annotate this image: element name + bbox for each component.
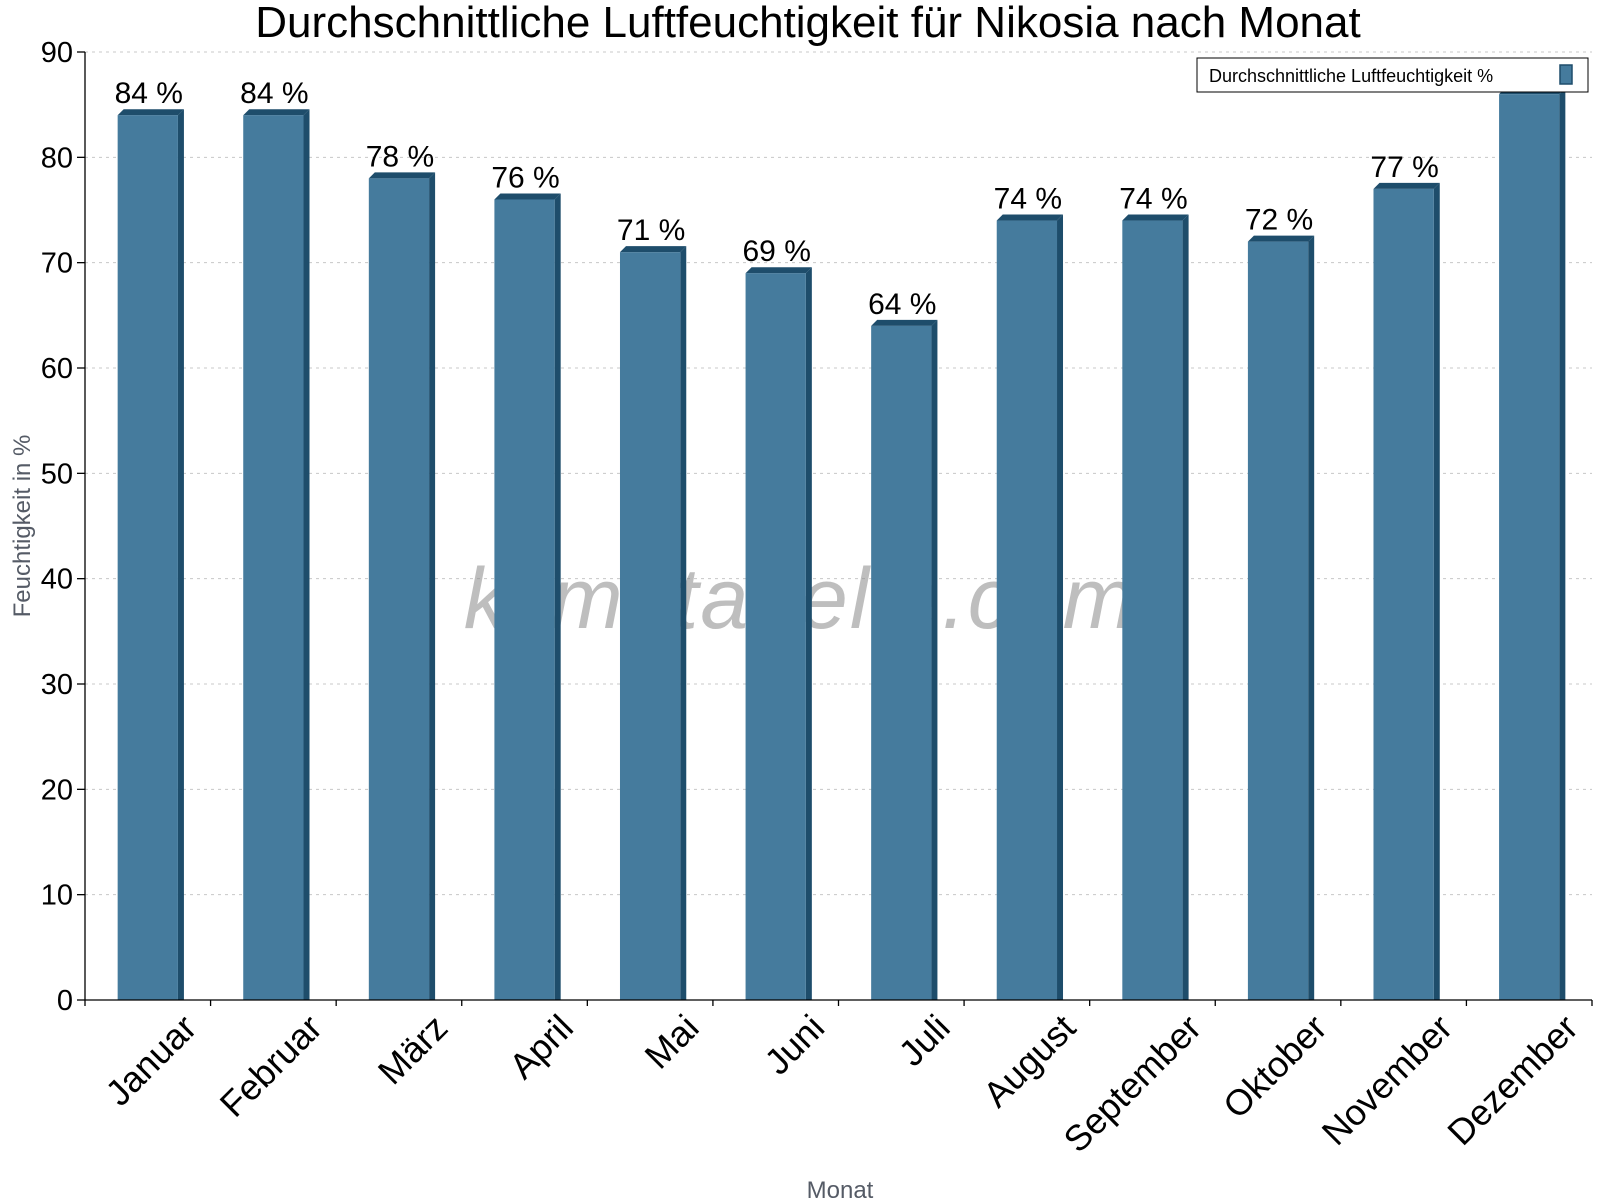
y-tick-label: 60 (41, 353, 73, 385)
bar (1247, 241, 1309, 1001)
bar-side (805, 267, 812, 1000)
bar-side (554, 193, 561, 1000)
y-tick-label: 20 (41, 774, 73, 806)
y-tick-label: 90 (41, 37, 73, 69)
bar-side (429, 172, 436, 1000)
bar-dezember (1499, 88, 1566, 1001)
gridlines (85, 51, 1592, 896)
x-axis-label: Monat (807, 1177, 874, 1200)
bar-top (368, 172, 436, 179)
bar (494, 199, 555, 1000)
legend: Durchschnittliche Luftfeuchtigkeit % (1196, 57, 1589, 93)
bar-mai (619, 246, 687, 1001)
bar-side (931, 319, 938, 1000)
bar-august (996, 214, 1064, 1001)
x-tick-label: August (975, 1007, 1083, 1115)
x-tick-label: Oktober (1215, 1007, 1335, 1127)
bar-top (1122, 214, 1189, 221)
value-label: 78 % (366, 140, 434, 173)
bar (619, 252, 681, 1001)
value-label: 71 % (617, 214, 685, 247)
x-tick-label: September (1055, 1007, 1209, 1161)
bar (996, 220, 1058, 1001)
value-label: 74 % (994, 183, 1062, 216)
y-axis-ticks: 0 10 20 30 40 50 60 70 80 90 (41, 37, 85, 1017)
bar-side (1559, 88, 1566, 1001)
bar-september (1122, 214, 1189, 1001)
y-tick-label: 30 (41, 669, 73, 701)
bar-top (996, 214, 1064, 221)
bars (117, 88, 1566, 1001)
bar-side (1182, 214, 1189, 1001)
bar-top (243, 109, 310, 116)
value-label: 69 % (743, 235, 811, 268)
bar-juni (745, 267, 812, 1000)
bar-side (680, 246, 687, 1001)
bar-top (1373, 182, 1440, 189)
bar (1122, 220, 1183, 1001)
y-tick-label: 40 (41, 564, 73, 596)
x-tick-label: November (1314, 1007, 1460, 1153)
x-tick-label: Juli (891, 1007, 958, 1074)
value-label: 74 % (1119, 183, 1187, 216)
value-label: 76 % (491, 161, 559, 194)
value-label: 84 % (115, 77, 183, 110)
bar (368, 178, 430, 1000)
x-axis-ticks: Januar Februar März April Mai Juni Juli AugustS… (84, 1000, 1593, 1161)
x-tick-label: Februar (212, 1007, 330, 1125)
bar-top (745, 267, 812, 274)
bar-side (177, 109, 184, 1000)
bar-top (494, 193, 561, 200)
bar-top (1247, 235, 1315, 242)
bar-side (1433, 182, 1440, 1000)
bar-juli (871, 319, 938, 1000)
bar-side (1308, 235, 1315, 1001)
bar (117, 115, 178, 1000)
x-tick-label: März (370, 1007, 456, 1093)
y-tick-label: 50 (41, 458, 73, 490)
value-label: 72 % (1245, 204, 1313, 237)
bar-oktober (1247, 235, 1315, 1001)
bar-top (619, 246, 687, 253)
bar (745, 273, 806, 1000)
legend-label: Durchschnittliche Luftfeuchtigkeit % (1209, 66, 1493, 86)
bar-side (1057, 214, 1064, 1001)
bar-side (303, 109, 310, 1000)
value-label: 84 % (240, 77, 308, 110)
x-tick-label: April (501, 1007, 581, 1087)
y-tick-label: 0 (57, 985, 73, 1017)
bar (871, 325, 932, 1000)
bar (243, 115, 304, 1000)
bar-april (494, 193, 561, 1000)
value-label: 77 % (1370, 151, 1438, 184)
value-label: 64 % (868, 288, 936, 321)
bar-top (117, 109, 184, 116)
legend-box (1196, 57, 1589, 93)
y-tick-label: 70 (41, 248, 73, 280)
x-tick-label: Mai (637, 1007, 707, 1077)
y-axis-label: Feuchtigkeit in % (9, 435, 36, 618)
chart-title: Durchschnittliche Luftfeuchtigkeit für N… (255, 0, 1360, 47)
bar (1499, 94, 1560, 1001)
x-tick-label: Juni (756, 1007, 832, 1083)
x-tick-label: Januar (97, 1007, 204, 1114)
bar-märz (368, 172, 436, 1000)
y-tick-label: 10 (41, 880, 73, 912)
legend-swatch (1559, 64, 1573, 85)
x-tick-label: Dezember (1439, 1007, 1585, 1153)
bar-februar (243, 109, 310, 1000)
bar-november (1373, 182, 1440, 1000)
value-labels: 84 % 84 % 78 % 76 % 71 % 69 % 64 % 74 % 74 % 72 %… (115, 77, 1439, 321)
bar-top (871, 319, 938, 326)
bar (1373, 188, 1434, 1000)
bar-januar (117, 109, 184, 1000)
y-tick-label: 80 (41, 142, 73, 174)
